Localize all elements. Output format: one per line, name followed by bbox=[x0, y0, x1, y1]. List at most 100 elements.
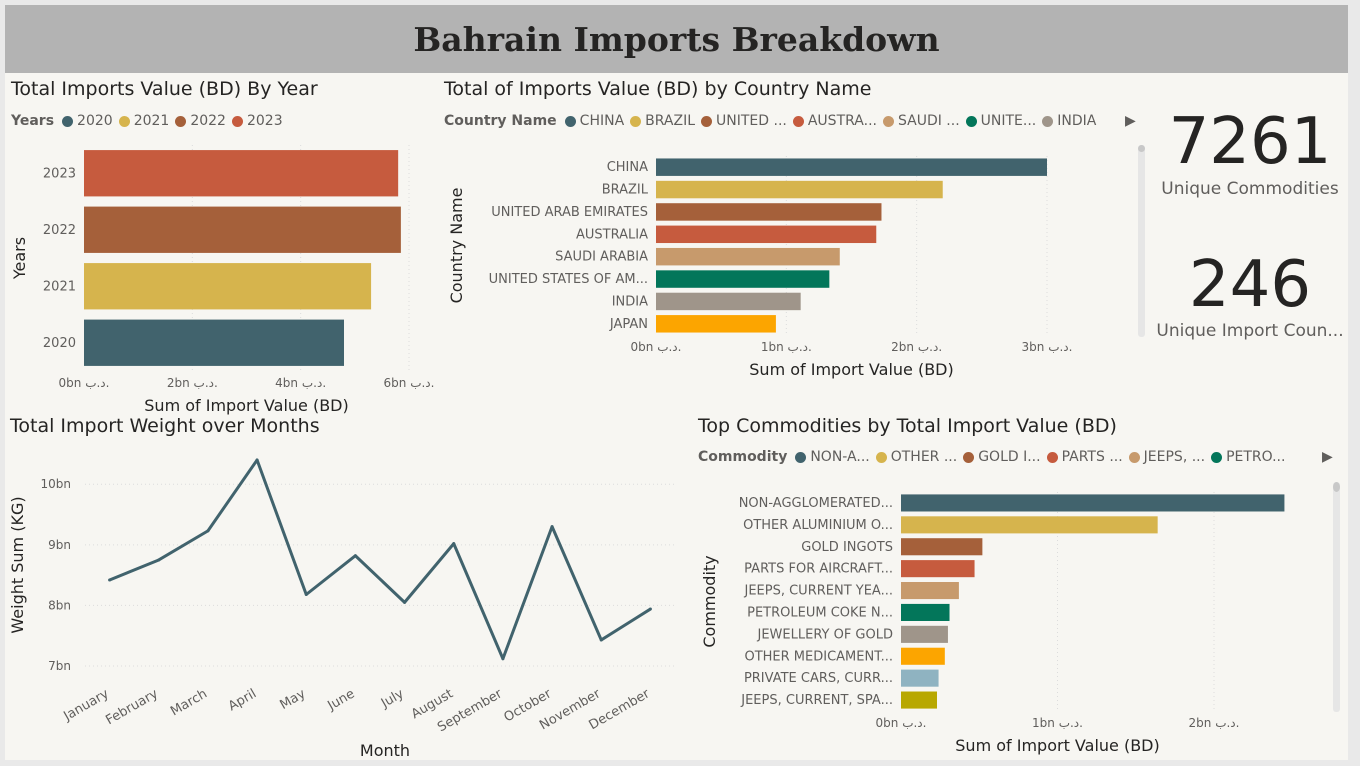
bar bbox=[656, 180, 943, 199]
y-tick-label: PRIVATE CARS, CURR... bbox=[744, 671, 893, 686]
bar bbox=[901, 560, 975, 578]
bar bbox=[656, 158, 1047, 176]
legend-item[interactable]: UNITED ... bbox=[701, 113, 787, 129]
commodity-chart-legend[interactable]: Commodity NON-A... OTHER ... GOLD I... PARTS… bbox=[698, 449, 1291, 465]
y-tick-label: CHINA bbox=[607, 160, 648, 175]
x-axis-title: Month bbox=[360, 741, 410, 760]
y-tick-label: OTHER ALUMINIUM O... bbox=[743, 518, 893, 533]
y-tick-label: PETROLEUM COKE N... bbox=[747, 605, 893, 620]
data-point bbox=[452, 542, 456, 546]
x-tick-label: 2bn د.ب. bbox=[1189, 716, 1240, 730]
x-axis-title: Sum of Import Value (BD) bbox=[749, 360, 953, 379]
legend-item[interactable]: OTHER ... bbox=[875, 449, 957, 465]
country-bar-chart[interactable]: 0bn د.ب. 1bn د.ب. 2bn د.ب. 3bn د.ب. CHINA BRA… bbox=[438, 135, 1128, 385]
x-tick-label: 3bn د.ب. bbox=[1022, 340, 1073, 354]
data-point bbox=[648, 607, 652, 611]
legend-swatch bbox=[1128, 451, 1140, 463]
x-tick-label: 1bn د.ب. bbox=[761, 340, 812, 354]
commodity-legend-next-arrow[interactable]: ▶ bbox=[1322, 449, 1333, 465]
legend-swatch bbox=[965, 115, 977, 127]
legend-item[interactable]: SAUDI ... bbox=[882, 113, 960, 129]
country-chart-scrollbar[interactable] bbox=[1138, 145, 1145, 337]
legend-item[interactable]: UNITE... bbox=[965, 113, 1037, 129]
bar bbox=[656, 315, 776, 333]
year-bar-chart[interactable]: 0bn د.ب. 2bn د.ب. 4bn د.ب. 6bn د.ب. 2023 2022… bbox=[5, 135, 445, 420]
country-chart-legend[interactable]: Country Name CHINA BRAZIL UNITED ... AUSTRA.… bbox=[444, 113, 1102, 129]
bar bbox=[84, 319, 344, 366]
legend-swatch bbox=[875, 451, 887, 463]
legend-item[interactable]: AUSTRA... bbox=[792, 113, 877, 129]
legend-item[interactable]: PETRO... bbox=[1211, 449, 1285, 465]
country-legend-next-arrow[interactable]: ▶ bbox=[1125, 113, 1136, 129]
x-tick-label: 1bn د.ب. bbox=[1032, 716, 1083, 730]
legend-item[interactable]: GOLD I... bbox=[963, 449, 1041, 465]
legend-item[interactable]: NON-A... bbox=[795, 449, 870, 465]
x-tick-label: March bbox=[168, 686, 210, 719]
data-point bbox=[304, 593, 308, 597]
legend-swatch bbox=[564, 115, 576, 127]
y-tick-label: UNITED STATES OF AM... bbox=[489, 272, 648, 287]
commodity-bar-chart[interactable]: 0bn د.ب. 1bn د.ب. 2bn د.ب. NON-AGGLOMERATED… bbox=[691, 471, 1336, 760]
x-tick-label: 0bn د.ب. bbox=[876, 716, 927, 730]
legend-label: GOLD I... bbox=[978, 449, 1041, 465]
legend-label: BRAZIL bbox=[645, 113, 696, 129]
legend-label: SAUDI ... bbox=[897, 113, 960, 129]
legend-item[interactable]: 2023 bbox=[231, 113, 283, 129]
data-point bbox=[353, 554, 357, 558]
x-tick-label: 2bn د.ب. bbox=[891, 340, 942, 354]
y-tick-label: INDIA bbox=[612, 294, 648, 309]
country-chart-title: Total of Imports Value (BD) by Country N… bbox=[444, 78, 872, 100]
legend-item[interactable]: PARTS ... bbox=[1046, 449, 1123, 465]
page-title: Bahrain Imports Breakdown bbox=[5, 5, 1348, 73]
x-tick-label: 0bn د.ب. bbox=[59, 376, 110, 390]
year-chart-legend[interactable]: Years 2020 2021 2022 2023 bbox=[11, 113, 289, 129]
legend-swatch bbox=[1042, 115, 1054, 127]
legend-label: UNITE... bbox=[980, 113, 1037, 129]
legend-label: PETRO... bbox=[1226, 449, 1286, 465]
legend-swatch bbox=[175, 115, 187, 127]
bar bbox=[656, 225, 877, 244]
commodity-chart-scroll-thumb[interactable] bbox=[1333, 482, 1340, 492]
data-point bbox=[403, 600, 407, 604]
x-tick-label: April bbox=[226, 686, 259, 714]
legend-label: 2021 bbox=[133, 113, 170, 129]
legend-item[interactable]: INDIA bbox=[1042, 113, 1096, 129]
country-chart-scroll-thumb[interactable] bbox=[1138, 145, 1145, 152]
commodity-chart-scrollbar[interactable] bbox=[1333, 482, 1340, 712]
y-tick-label: JAPAN bbox=[609, 317, 648, 332]
legend-label: PARTS ... bbox=[1061, 449, 1123, 465]
legend-title: Years bbox=[11, 113, 55, 129]
bar bbox=[901, 625, 948, 643]
unique-commodities-value: 7261 bbox=[1168, 105, 1332, 179]
legend-item[interactable]: CHINA bbox=[564, 113, 625, 129]
bar bbox=[656, 292, 801, 311]
y-tick-label: 10bn bbox=[41, 477, 72, 491]
bar bbox=[901, 647, 945, 665]
y-tick-label: 2021 bbox=[43, 279, 76, 294]
y-tick-label: OTHER MEDICAMENT... bbox=[744, 649, 893, 664]
legend-item[interactable]: JEEPS, ... bbox=[1128, 449, 1206, 465]
y-tick-label: JEEPS, CURRENT YEA... bbox=[743, 584, 893, 599]
legend-label: JEEPS, ... bbox=[1143, 449, 1206, 465]
bar bbox=[901, 603, 950, 621]
bar bbox=[901, 538, 983, 556]
bar bbox=[901, 691, 937, 709]
legend-label: CHINA bbox=[579, 113, 625, 129]
legend-item[interactable]: 2022 bbox=[175, 113, 226, 129]
legend-item[interactable]: 2020 bbox=[62, 113, 113, 129]
y-tick-label: JEWELLERY OF GOLD bbox=[757, 627, 894, 642]
legend-item[interactable]: BRAZIL bbox=[630, 113, 695, 129]
y-tick-label: 2022 bbox=[43, 223, 76, 238]
unique-commodities-label: Unique Commodities bbox=[1161, 179, 1339, 199]
legend-swatch bbox=[792, 115, 804, 127]
legend-item[interactable]: 2021 bbox=[118, 113, 170, 129]
y-tick-label: SAUDI ARABIA bbox=[555, 250, 648, 265]
legend-label: NON-A... bbox=[810, 449, 870, 465]
y-tick-label: 2020 bbox=[43, 336, 76, 351]
legend-label: 2022 bbox=[190, 113, 226, 129]
bar bbox=[656, 203, 882, 221]
data-point bbox=[550, 525, 554, 529]
data-point bbox=[501, 657, 505, 661]
y-axis-title: Commodity bbox=[700, 555, 719, 647]
